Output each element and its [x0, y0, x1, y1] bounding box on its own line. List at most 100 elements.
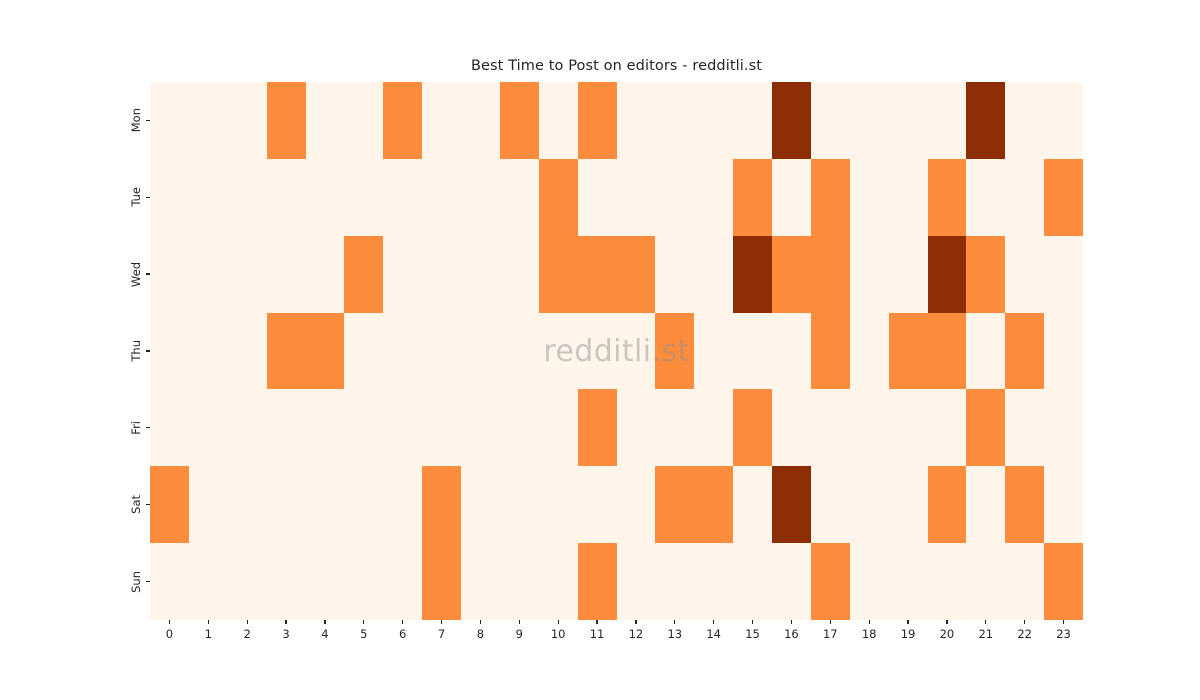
heatmap-cell — [577, 82, 617, 159]
x-tick-4: 4 — [306, 620, 345, 641]
heatmap-cell — [577, 543, 617, 620]
heatmap-cell — [499, 158, 539, 236]
heatmap-cell — [927, 543, 967, 620]
heatmap-cell — [810, 389, 850, 467]
x-tick-23: 23 — [1044, 620, 1083, 641]
heatmap-cell — [1044, 312, 1083, 390]
heatmap-cell — [694, 158, 734, 236]
x-tick-mark — [907, 620, 909, 624]
heatmap-cell — [266, 82, 306, 159]
heatmap-cell — [1044, 389, 1083, 467]
heatmap-cell — [810, 312, 850, 390]
x-tick-9: 9 — [500, 620, 539, 641]
heatmap-cell — [577, 466, 617, 544]
x-tick-mark — [207, 620, 209, 624]
heatmap-cell — [694, 543, 734, 620]
heatmap-cell — [655, 235, 695, 313]
x-axis: 0 1 2 3 4 5 6 7 8 9 10 11 12 13 14 15 16 17 18 19 20 21 22 23 — [150, 620, 1083, 660]
heatmap-cell — [733, 466, 772, 544]
x-tick-mark — [790, 620, 793, 624]
heatmap-cell — [694, 82, 734, 159]
chart-title: Best Time to Post on editors - redditli.… — [470, 58, 763, 74]
heatmap-cell — [772, 543, 811, 620]
heatmap-cell — [616, 82, 656, 159]
heatmap-cell — [344, 312, 384, 390]
heatmap-cell — [888, 235, 928, 313]
heatmap-cell — [888, 389, 928, 467]
x-tick-1: 1 — [189, 620, 228, 641]
heatmap-cell — [733, 543, 772, 620]
heatmap-cell — [849, 235, 889, 313]
x-tick-mark — [402, 620, 404, 624]
heatmap-cell — [927, 235, 967, 313]
heatmap-cell — [305, 389, 345, 467]
heatmap-cell — [461, 235, 500, 313]
heatmap-grid — [150, 82, 1083, 620]
x-tick-label: 7 — [437, 627, 446, 641]
y-tick-wed: Wed — [0, 236, 150, 313]
heatmap-cell — [150, 543, 189, 620]
heatmap-cell — [616, 158, 656, 236]
heatmap-cell — [694, 466, 734, 544]
y-tick-label: Fri — [128, 420, 143, 435]
y-tick-label: Tue — [128, 187, 143, 208]
x-tick-label: 8 — [476, 627, 485, 641]
y-tick-label: Sat — [128, 495, 143, 515]
heatmap-cell — [927, 158, 967, 236]
heatmap-cell — [1005, 389, 1045, 467]
heatmap-cell — [694, 312, 734, 390]
x-tick-mark — [518, 620, 520, 624]
y-tick-mark — [146, 504, 150, 506]
x-tick-label: 3 — [282, 627, 290, 641]
heatmap-cell — [733, 235, 772, 313]
y-tick-mark — [146, 580, 150, 583]
heatmap-cell — [461, 82, 500, 159]
heatmap-cell — [383, 389, 423, 467]
heatmap-cell — [538, 235, 578, 313]
x-tick-mark — [168, 620, 171, 624]
heatmap-cell — [422, 235, 461, 313]
heatmap-cell — [810, 235, 850, 313]
heatmap-cell — [966, 543, 1006, 620]
y-tick-mark — [146, 427, 150, 429]
heatmap-cell — [150, 235, 189, 313]
heatmap-cell — [849, 389, 889, 467]
x-tick-mark — [674, 620, 676, 624]
heatmap-cell — [461, 466, 500, 544]
heatmap-cell — [927, 312, 967, 390]
heatmap-cell — [344, 466, 384, 544]
x-tick-label: 2 — [243, 627, 251, 641]
heatmap-cell — [810, 158, 850, 236]
heatmap-cell — [383, 312, 423, 390]
x-tick-label: 12 — [628, 627, 644, 641]
x-tick-11: 11 — [578, 620, 617, 641]
heatmap-cell — [422, 389, 461, 467]
heatmap-cell — [461, 312, 500, 390]
heatmap-cell — [150, 312, 189, 390]
heatmap-cell — [1044, 82, 1083, 159]
y-tick-label: Wed — [128, 261, 143, 287]
heatmap-cell — [733, 389, 772, 467]
x-tick-mark — [751, 620, 754, 624]
heatmap-cell — [927, 466, 967, 544]
x-tick-label: 9 — [515, 627, 523, 641]
x-tick-mark — [324, 620, 326, 624]
heatmap-cell — [266, 543, 306, 620]
y-tick-mon: Mon — [0, 82, 150, 159]
heatmap-cell — [150, 389, 189, 467]
x-tick-mark — [246, 620, 248, 624]
heatmap-cell — [927, 82, 967, 159]
heatmap-cell — [655, 158, 695, 236]
heatmap-cell — [227, 466, 267, 544]
heatmap-cell — [810, 543, 850, 620]
heatmap-cell — [655, 466, 695, 544]
heatmap-cell — [266, 389, 306, 467]
heatmap-cell — [733, 158, 772, 236]
x-tick-18: 18 — [850, 620, 889, 641]
heatmap-cell — [577, 312, 617, 390]
heatmap-cell — [1044, 158, 1083, 236]
heatmap-cell — [266, 158, 306, 236]
heatmap-cell — [849, 312, 889, 390]
heatmap-cell — [150, 82, 189, 159]
x-tick-5: 5 — [344, 620, 383, 641]
